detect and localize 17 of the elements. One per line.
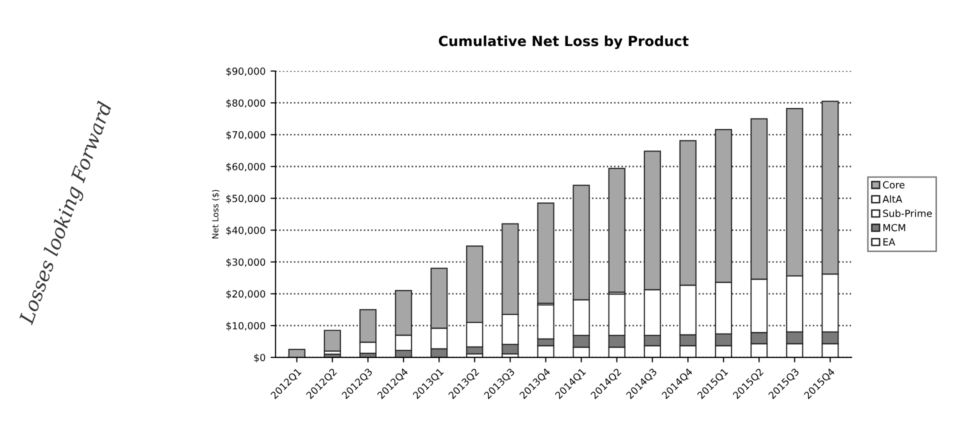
chart-title: Cumulative Net Loss by Product xyxy=(438,35,689,50)
legend-label: AltA xyxy=(882,195,902,203)
y-tick-label: $0 xyxy=(254,354,266,363)
y-tick-label: $80,000 xyxy=(226,99,266,108)
y-tick-label: $90,000 xyxy=(226,67,266,76)
y-tick-label: $20,000 xyxy=(226,290,266,299)
y-tick-label: $40,000 xyxy=(226,226,266,236)
y-tick-label: $50,000 xyxy=(226,194,266,204)
y-tick-label: $60,000 xyxy=(226,162,266,172)
legend-label: Core xyxy=(883,181,904,189)
legend-label: MCM xyxy=(883,224,906,232)
legend-label: Sub-Prime xyxy=(883,210,932,218)
y-axis-title: Net Loss ($) xyxy=(212,190,220,238)
y-tick-label: $10,000 xyxy=(226,322,266,331)
y-tick-label: $30,000 xyxy=(226,258,266,268)
y-tick-label: $70,000 xyxy=(226,130,266,140)
legend-label: EA xyxy=(883,238,896,246)
